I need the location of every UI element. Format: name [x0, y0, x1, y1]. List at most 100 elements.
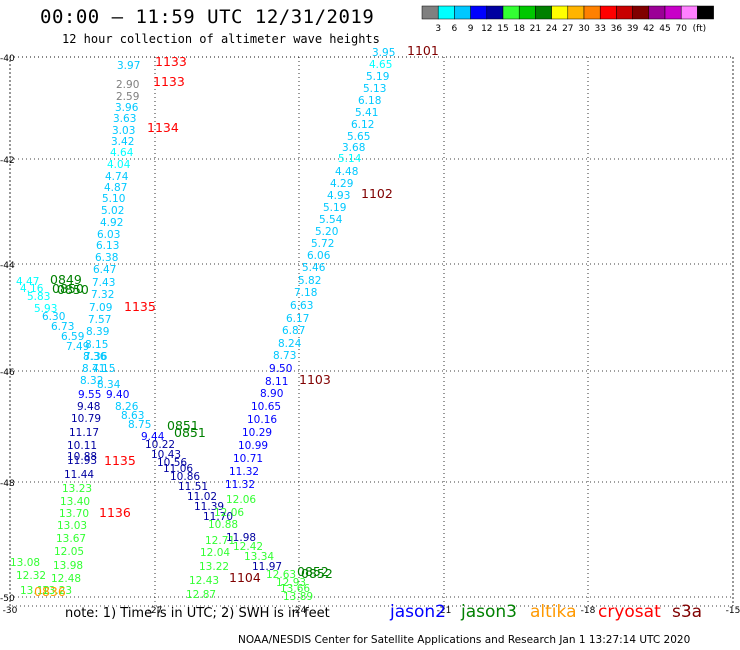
time-label: 1135 — [104, 453, 136, 468]
scale-label: 42 — [643, 24, 654, 34]
swh-value-label: 3.96 — [115, 102, 139, 114]
swh-value-label: 4.93 — [327, 190, 350, 202]
swh-value-label: 12.06 — [226, 494, 256, 506]
swh-value-label: 13.67 — [56, 533, 86, 545]
swh-value-label: 7.18 — [294, 287, 317, 299]
swh-value-label: 8.11 — [265, 376, 288, 388]
swh-value-label: 7.32 — [91, 289, 114, 301]
swh-value-label: 11.17 — [69, 427, 99, 439]
swh-value-label: 4.16 — [20, 283, 44, 295]
time-label: 0851 — [167, 418, 199, 433]
swh-value-label: 6.03 — [97, 229, 120, 241]
swh-value-label: 10.79 — [71, 413, 101, 425]
swh-value-label: 5.19 — [323, 202, 346, 214]
legend-jason3: jason3 — [461, 602, 517, 622]
swh-value-label: 9.44 — [141, 431, 165, 443]
time-label: 1103 — [299, 372, 331, 387]
scale-label: 12 — [481, 24, 492, 34]
swh-value-label: 12.42 — [233, 541, 263, 553]
swh-value-label: 8.39 — [86, 326, 109, 338]
swh-value-label: 5.93 — [34, 303, 57, 315]
swh-value-label: 5.10 — [102, 193, 125, 205]
swh-value-label: 8.26 — [115, 401, 139, 413]
scale-label: 18 — [513, 24, 525, 34]
swh-value-label: 6.63 — [290, 300, 313, 312]
legend-s3a: s3a — [672, 602, 703, 622]
lat-label: -48 — [0, 479, 15, 489]
swh-value-label: 13.34 — [244, 551, 274, 563]
swh-value-label: 10.99 — [238, 440, 268, 452]
time-label: 1133 — [153, 74, 185, 89]
time-label: 0850 — [57, 282, 89, 297]
swh-value-label: 5.14 — [338, 153, 362, 165]
scale-label: 15 — [497, 24, 508, 34]
lat-label: -46 — [0, 368, 15, 378]
swh-value-label: 13.70 — [59, 508, 89, 520]
swh-value-label: 5.13 — [363, 83, 386, 95]
scale-label: 33 — [594, 24, 605, 34]
swh-value-label: 4.92 — [100, 217, 123, 229]
swh-value-label: 8.73 — [273, 350, 296, 362]
scale-label: 3 — [435, 24, 441, 34]
swh-value-label: 8.41 — [82, 363, 105, 375]
swh-value-label: 11.32 — [229, 466, 259, 478]
time-label: 0849 — [50, 272, 82, 287]
swh-value-label: 10.71 — [233, 453, 263, 465]
swh-value-label: 6.38 — [95, 252, 118, 264]
swh-value-label: 5.46 — [302, 262, 326, 274]
time-label: 1136 — [99, 505, 131, 520]
swh-value-label: 10.88 — [208, 519, 238, 531]
time-label: 0852 — [301, 566, 333, 581]
swh-value-label: 13.89 — [283, 591, 313, 603]
swh-value-label: 13.08 — [10, 557, 40, 569]
swh-value-label: 10.65 — [251, 401, 281, 413]
swh-value-label: 6.87 — [282, 325, 305, 337]
swh-value-label: 13.23 — [42, 585, 72, 597]
scale-label: 24 — [546, 24, 558, 34]
swh-value-label: 6.18 — [358, 95, 381, 107]
scale-label: 30 — [578, 24, 590, 34]
swh-value-label: 12.71 — [205, 535, 235, 547]
note-text: note: 1) Time is in UTC; 2) SWH is in fe… — [65, 606, 330, 621]
time-label: 1102 — [361, 186, 393, 201]
time-label: 1133 — [155, 54, 187, 69]
swh-value-label: 3.42 — [111, 136, 134, 148]
swh-value-label: 7.36 — [84, 351, 108, 363]
swh-value-label: 6.73 — [51, 321, 74, 333]
swh-value-label: 7.09 — [89, 302, 112, 314]
scale-label: 36 — [611, 24, 623, 34]
legend-altika: altika — [530, 602, 577, 622]
swh-value-label: 4.47 — [16, 276, 39, 288]
swh-value-label: 10.29 — [242, 427, 272, 439]
scale-unit: (ft) — [693, 24, 707, 34]
swh-value-label: 12.04 — [200, 547, 230, 559]
swh-value-label: 9.55 — [78, 389, 101, 401]
scale-label: 45 — [659, 24, 670, 34]
swh-value-label: 4.65 — [369, 59, 392, 71]
swh-value-label: 5.65 — [347, 131, 370, 143]
swh-value-label: 5.54 — [319, 214, 343, 226]
swh-value-label: 5.20 — [315, 226, 338, 238]
swh-value-label: 13.22 — [199, 561, 229, 573]
swh-value-label: 11.32 — [225, 479, 255, 491]
swh-value-label: 5.19 — [366, 71, 389, 83]
swh-value-label: 11.93 — [67, 455, 97, 467]
swh-value-label: 11.97 — [252, 561, 282, 573]
lon-label: -18 — [581, 606, 596, 616]
swh-value-label: 10.88 — [67, 451, 97, 463]
swh-value-label: 7.57 — [88, 314, 111, 326]
scale-label: 39 — [627, 24, 639, 34]
swh-value-label: 11.70 — [203, 511, 233, 523]
swh-value-label: 12.05 — [54, 546, 84, 558]
swh-value-label: 12.06 — [214, 507, 244, 519]
swh-value-label: 6.30 — [42, 311, 65, 323]
swh-value-label: 6.13 — [96, 240, 119, 252]
scale-label: 70 — [675, 24, 687, 34]
swh-value-label: 5.83 — [27, 291, 50, 303]
swh-value-label: 13.98 — [53, 560, 83, 572]
swh-value-label: 12.43 — [189, 575, 219, 587]
swh-value-label: 6.59 — [61, 331, 84, 343]
swh-value-label: 4.87 — [104, 182, 127, 194]
swh-value-label: 5.82 — [298, 275, 321, 287]
swh-value-label: 6.06 — [307, 250, 331, 262]
